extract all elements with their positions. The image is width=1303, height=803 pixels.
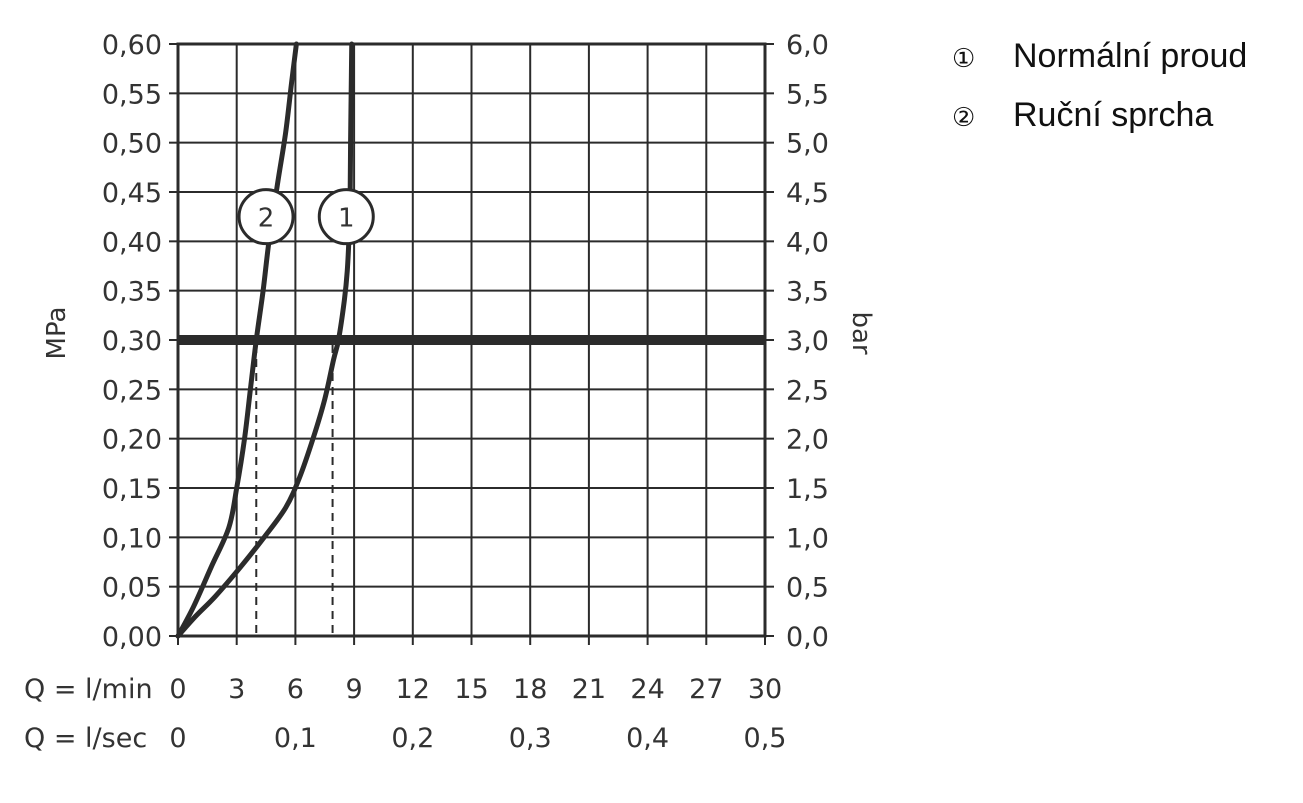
x-tick-label-lsec: 0,1 xyxy=(274,723,317,754)
x-axis-row2-title: Q = l/sec xyxy=(24,723,147,754)
right-tick-label: 1,0 xyxy=(786,523,829,554)
curve-2 xyxy=(175,41,299,639)
legend-marker-1: ① xyxy=(952,44,975,74)
left-tick-label: 0,40 xyxy=(102,227,162,258)
right-tick-label: 2,0 xyxy=(786,425,829,456)
legend-label-hand-shower: Ruční sprcha xyxy=(1013,96,1213,134)
left-tick-label: 0,30 xyxy=(102,326,162,357)
left-tick-label: 0,55 xyxy=(102,79,162,110)
left-axis-title: MPa xyxy=(42,307,72,360)
plot-frame xyxy=(176,42,767,638)
left-tick-label: 0,25 xyxy=(102,375,162,406)
right-tick-label: 5,0 xyxy=(786,129,829,160)
x-tick-label-lmin: 6 xyxy=(287,674,304,705)
curve-markers: 12 xyxy=(237,188,375,246)
right-tick-label: 3,5 xyxy=(786,277,829,308)
right-tick-label: 2,5 xyxy=(786,375,829,406)
right-tick-label: 3,0 xyxy=(786,326,829,357)
legend-item-hand-shower: ② Ruční sprcha xyxy=(952,96,1213,134)
x-tick-label-lmin: 30 xyxy=(748,674,782,705)
right-tick-label: 6,0 xyxy=(786,30,829,61)
x-tick-label-lmin: 27 xyxy=(689,674,723,705)
right-axis-title: bar xyxy=(846,311,876,354)
right-tick-label: 4,0 xyxy=(786,227,829,258)
x-tick-label-lmin: 21 xyxy=(572,674,606,705)
left-tick-label: 0,35 xyxy=(102,277,162,308)
legend-marker-2: ② xyxy=(952,103,975,133)
plot-border xyxy=(176,42,767,638)
x-axis-row1-title: Q = l/min xyxy=(24,674,153,705)
curve-1 xyxy=(175,41,355,639)
right-tick-label: 5,5 xyxy=(786,79,829,110)
left-tick-label: 0,05 xyxy=(102,573,162,604)
left-tick-label: 0,00 xyxy=(102,622,162,653)
left-tick-label: 0,20 xyxy=(102,425,162,456)
curve-marker-circle-2 xyxy=(237,188,295,246)
x-tick-label-lsec: 0,4 xyxy=(626,723,669,754)
left-tick-label: 0,60 xyxy=(102,30,162,61)
x-tick-label-lmin: 3 xyxy=(228,674,245,705)
left-tick-label: 0,10 xyxy=(102,523,162,554)
x-tick-label-lmin: 12 xyxy=(396,674,430,705)
tick-labels: 0 3 6 9 12 15 18 21 24 27 300,00 0,00,05 0,50,10 1,00… xyxy=(102,30,829,754)
x-tick-label-lmin: 15 xyxy=(454,674,488,705)
curve-marker-label-1: 1 xyxy=(338,204,355,234)
dashed-drop-lines xyxy=(255,345,334,636)
legend-label-normal: Normální proud xyxy=(1013,37,1247,75)
x-tick-label-lsec: 0 xyxy=(169,723,186,754)
left-tick-label: 0,50 xyxy=(102,129,162,160)
x-tick-label-lsec: 0,3 xyxy=(509,723,552,754)
legend: ① Normální proud ② Ruční sprcha xyxy=(952,37,1247,134)
curve-marker-label-2: 2 xyxy=(258,204,275,234)
x-tick-label-lmin: 0 xyxy=(169,674,186,705)
right-tick-label: 1,5 xyxy=(786,474,829,505)
left-tick-label: 0,15 xyxy=(102,474,162,505)
x-tick-label-lsec: 0,5 xyxy=(744,723,787,754)
curve-marker-circle-1 xyxy=(317,188,375,246)
legend-item-normal: ① Normální proud xyxy=(952,37,1247,75)
right-tick-label: 4,5 xyxy=(786,178,829,209)
x-tick-label-lmin: 18 xyxy=(513,674,547,705)
x-tick-label-lsec: 0,2 xyxy=(391,723,434,754)
x-tick-label-lmin: 9 xyxy=(346,674,363,705)
curves xyxy=(175,41,355,639)
right-tick-label: 0,5 xyxy=(786,573,829,604)
left-tick-label: 0,45 xyxy=(102,178,162,209)
x-tick-label-lmin: 24 xyxy=(630,674,664,705)
right-tick-label: 0,0 xyxy=(786,622,829,653)
